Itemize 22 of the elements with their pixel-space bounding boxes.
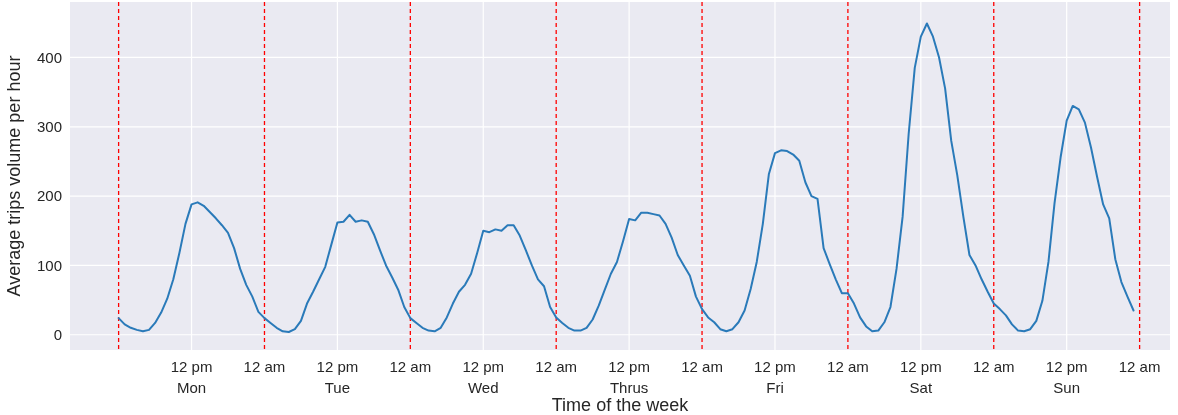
y-tick-label: 100 — [36, 256, 62, 274]
x-tick-label: 12 am — [243, 358, 286, 375]
x-tick-label: 12 pm Tue — [316, 358, 359, 396]
line-series — [117, 22, 1135, 333]
x-tick-label: 12 am — [389, 358, 432, 375]
x-tick-label: 12 pm Sun — [1045, 358, 1088, 396]
y-tick-label: 0 — [53, 326, 62, 343]
x-tick-label: 12 am — [681, 358, 723, 375]
x-tick-label: 12 am — [535, 358, 578, 375]
x-tick-label: 12 pm Fri — [754, 358, 796, 396]
x-tick-label: 12 am — [972, 358, 1015, 375]
x-tick-label: 12 pm Sat — [899, 358, 942, 396]
x-tick-label: 12 pm Mon — [170, 358, 213, 396]
x-tick-label: 12 am — [1118, 358, 1161, 375]
x-tick-label: 12 pm Wed — [462, 358, 505, 396]
y-tick-label: 300 — [36, 118, 62, 136]
x-axis-title: Time of the week — [551, 395, 690, 415]
x-tick-label: 12 pm Thrus — [608, 358, 650, 396]
y-tick-label: 400 — [36, 48, 62, 66]
y-tick-label: 200 — [36, 187, 62, 205]
y-axis-title: Average trips volume per hour — [4, 55, 24, 297]
x-tick-label: 12 am — [827, 358, 869, 375]
